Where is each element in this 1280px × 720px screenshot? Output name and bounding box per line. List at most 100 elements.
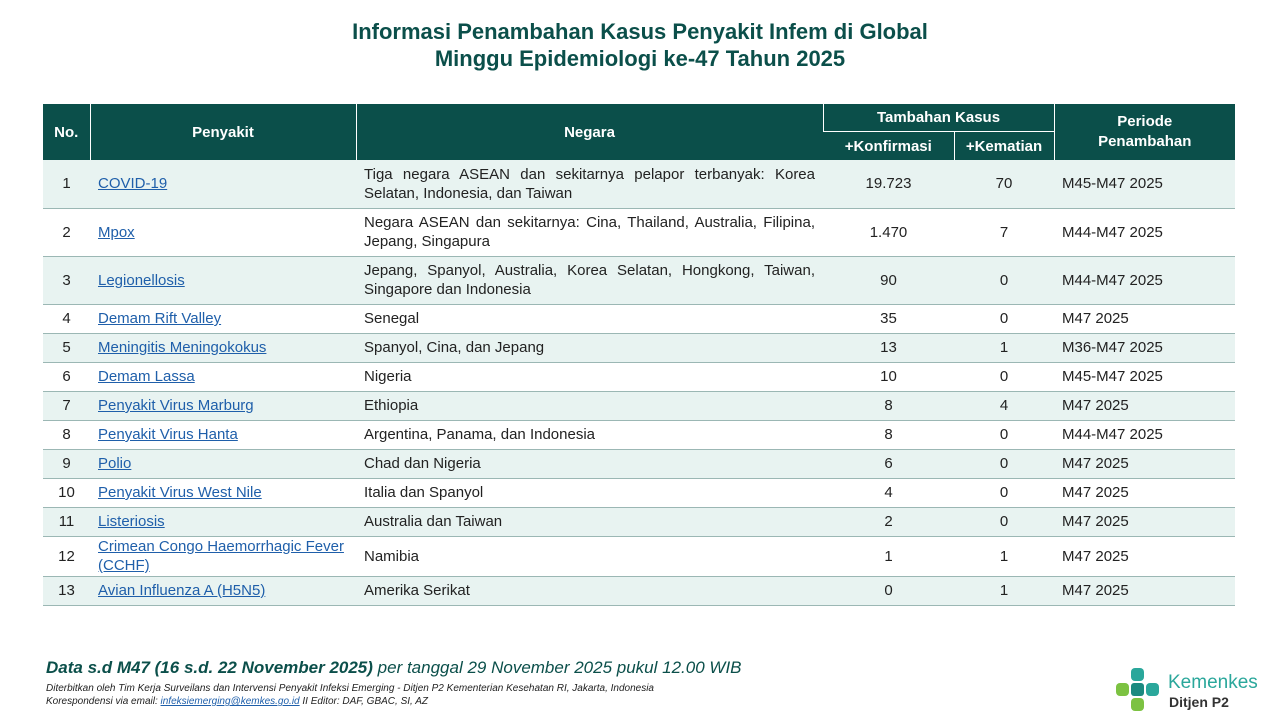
row-negara: Italia dan Spanyol xyxy=(356,478,823,508)
row-no: 8 xyxy=(43,420,90,450)
table-row: 10 Penyakit Virus West Nile Italia dan Spa… xyxy=(43,478,1235,508)
row-no: 12 xyxy=(43,536,90,577)
row-penyakit: Penyakit Virus Hanta xyxy=(90,420,356,450)
kemenkes-cross-icon xyxy=(1116,668,1159,711)
row-periode: M47 2025 xyxy=(1054,391,1235,421)
row-kematian: 0 xyxy=(954,304,1054,334)
table-row: 7 Penyakit Virus Marburg Ethiopia 8 4 M47 202… xyxy=(43,391,1235,421)
editor-note: II Editor: DAF, GBAC, SI, AZ xyxy=(299,696,428,707)
email-link[interactable]: infeksiemerging@kemkes.go.id xyxy=(160,696,300,707)
data-period-rest: per tanggal 29 November 2025 pukul 12.00… xyxy=(372,658,742,677)
data-period-note: Data s.d M47 (16 s.d. 22 November 2025) … xyxy=(46,658,742,678)
row-periode: M45-M47 2025 xyxy=(1054,362,1235,392)
row-periode: M44-M47 2025 xyxy=(1054,208,1235,257)
row-periode: M45-M47 2025 xyxy=(1054,160,1235,209)
row-negara: Chad dan Nigeria xyxy=(356,449,823,479)
row-kematian: 0 xyxy=(954,256,1054,305)
row-kematian: 0 xyxy=(954,362,1054,392)
table-body: 1 COVID-19 Tiga negara ASEAN dan sekitarny… xyxy=(43,160,1235,606)
row-negara: Spanyol, Cina, dan Jepang xyxy=(356,333,823,363)
row-no: 11 xyxy=(43,507,90,537)
header-penyakit: Penyakit xyxy=(89,104,356,160)
table-row: 13 Avian Influenza A (H5N5) Amerika Serika… xyxy=(43,576,1235,606)
header-tambahan-kasus: Tambahan Kasus xyxy=(822,104,1054,132)
row-no: 5 xyxy=(43,333,90,363)
row-periode: M47 2025 xyxy=(1054,576,1235,606)
disease-link[interactable]: Penyakit Virus Hanta xyxy=(98,426,238,443)
row-kematian: 7 xyxy=(954,208,1054,257)
publisher-note: Diterbitkan oleh Tim Kerja Surveilans da… xyxy=(46,683,654,694)
disease-link[interactable]: Demam Lassa xyxy=(98,368,195,385)
row-kematian: 4 xyxy=(954,391,1054,421)
disease-link[interactable]: Listeriosis xyxy=(98,513,165,530)
row-negara: Ethiopia xyxy=(356,391,823,421)
row-konfirmasi: 19.723 xyxy=(823,160,954,209)
row-konfirmasi: 35 xyxy=(823,304,954,334)
row-kematian: 0 xyxy=(954,507,1054,537)
title-line-2: Minggu Epidemiologi ke-47 Tahun 2025 xyxy=(434,46,846,71)
row-no: 7 xyxy=(43,391,90,421)
row-penyakit: Listeriosis xyxy=(90,507,356,537)
row-no: 10 xyxy=(43,478,90,508)
header-konfirmasi: +Konfirmasi xyxy=(823,131,954,160)
disease-link[interactable]: Mpox xyxy=(98,223,135,241)
contact-prefix: Korespondensi via email: xyxy=(46,696,161,707)
row-penyakit: Penyakit Virus Marburg xyxy=(90,391,356,421)
row-kematian: 1 xyxy=(954,576,1054,606)
row-negara: Namibia xyxy=(356,536,823,577)
table-row: 9 Polio Chad dan Nigeria 6 0 M47 2025 xyxy=(43,449,1235,479)
table-row: 3 Legionellosis Jepang, Spanyol, Australia… xyxy=(43,256,1235,305)
row-kematian: 0 xyxy=(954,420,1054,450)
disease-link[interactable]: Polio xyxy=(98,455,132,472)
row-penyakit: COVID-19 xyxy=(90,160,356,209)
row-konfirmasi: 8 xyxy=(823,391,954,421)
kemenkes-logo: Kemenkes Ditjen P2 xyxy=(1114,666,1274,716)
disease-link[interactable]: Legionellosis xyxy=(98,271,185,289)
row-no: 2 xyxy=(43,208,90,257)
row-negara: Negara ASEAN dan sekitarnya: Cina, Thail… xyxy=(356,208,823,257)
row-konfirmasi: 2 xyxy=(823,507,954,537)
row-penyakit: Meningitis Meningokokus xyxy=(90,333,356,363)
row-periode: M47 2025 xyxy=(1054,507,1235,537)
logo-subtitle: Ditjen P2 xyxy=(1169,694,1229,710)
row-no: 1 xyxy=(43,160,90,209)
row-konfirmasi: 10 xyxy=(823,362,954,392)
header-periode: Periode Penambahan xyxy=(1053,104,1235,160)
row-kematian: 1 xyxy=(954,536,1054,577)
row-konfirmasi: 0 xyxy=(823,576,954,606)
row-no: 13 xyxy=(43,576,90,606)
header-kematian: +Kematian xyxy=(953,131,1054,160)
disease-link[interactable]: Crimean Congo Haemorrhagic Fever (CCHF) xyxy=(98,538,344,574)
table-row: 6 Demam Lassa Nigeria 10 0 M45-M47 2025 xyxy=(43,362,1235,392)
row-kematian: 70 xyxy=(954,160,1054,209)
table-row: 5 Meningitis Meningokokus Spanyol, Cina, d… xyxy=(43,333,1235,363)
row-periode: M47 2025 xyxy=(1054,304,1235,334)
row-penyakit: Demam Lassa xyxy=(90,362,356,392)
table-row: 12 Crimean Congo Haemorrhagic Fever (CCHF… xyxy=(43,536,1235,577)
header-no: No. xyxy=(43,104,90,160)
disease-link[interactable]: COVID-19 xyxy=(98,175,168,193)
table-row: 2 Mpox Negara ASEAN dan sekitarnya: Cina, … xyxy=(43,208,1235,257)
row-no: 4 xyxy=(43,304,90,334)
row-negara: Amerika Serikat xyxy=(356,576,823,606)
row-penyakit: Crimean Congo Haemorrhagic Fever (CCHF) xyxy=(90,536,356,577)
data-period-bold: Data s.d M47 (16 s.d. 22 November 2025) xyxy=(46,658,373,677)
disease-link[interactable]: Demam Rift Valley xyxy=(98,310,222,327)
disease-table: No. Penyakit Negara Tambahan Kasus Perio… xyxy=(43,104,1235,606)
row-konfirmasi: 4 xyxy=(823,478,954,508)
row-negara: Jepang, Spanyol, Australia, Korea Selata… xyxy=(356,256,823,305)
header-negara: Negara xyxy=(355,104,823,160)
disease-link[interactable]: Avian Influenza A (H5N5) xyxy=(98,582,266,599)
title-line-1: Informasi Penambahan Kasus Penyakit Infe… xyxy=(352,19,928,44)
row-periode: M47 2025 xyxy=(1054,478,1235,508)
disease-link[interactable]: Penyakit Virus Marburg xyxy=(98,397,254,414)
row-kematian: 1 xyxy=(954,333,1054,363)
row-negara: Australia dan Taiwan xyxy=(356,507,823,537)
disease-link[interactable]: Penyakit Virus West Nile xyxy=(98,484,262,501)
disease-link[interactable]: Meningitis Meningokokus xyxy=(98,339,267,356)
table-row: 8 Penyakit Virus Hanta Argentina, Panama, … xyxy=(43,420,1235,450)
table-row: 11 Listeriosis Australia dan Taiwan 2 0 M47 2… xyxy=(43,507,1235,537)
header-periode-label: Periode Penambahan xyxy=(1098,113,1192,150)
row-konfirmasi: 1.470 xyxy=(823,208,954,257)
contact-note: Korespondensi via email: infeksiemerging… xyxy=(46,696,428,707)
